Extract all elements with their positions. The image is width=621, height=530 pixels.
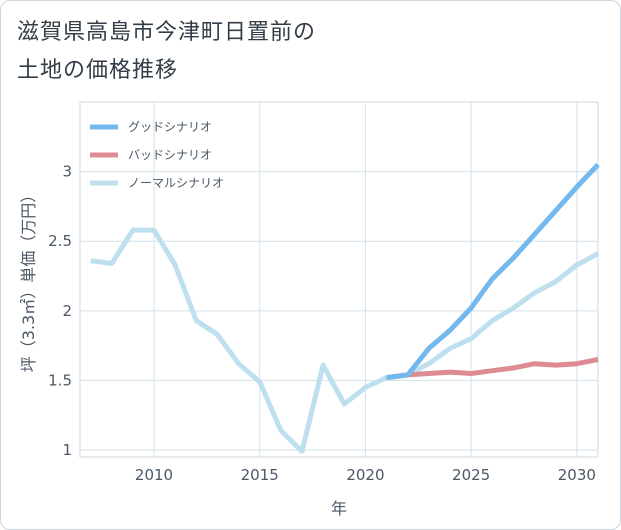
chart-title-line1: 滋賀県高島市今津町日置前の <box>17 20 317 45</box>
x-tick-label: 2010 <box>135 466 173 484</box>
series-line-2 <box>386 357 599 381</box>
series-line-3 <box>90 227 600 454</box>
x-tick-label: 2030 <box>558 466 596 484</box>
y-tick-label: 2.5 <box>48 232 72 250</box>
x-tick-label: 2015 <box>241 466 279 484</box>
legend-label-2: バッドシナリオ <box>128 148 212 162</box>
chart-title-line2: 土地の価格推移 <box>17 58 179 83</box>
series-line-1 <box>386 162 600 381</box>
legend-label-1: グッドシナリオ <box>128 120 212 134</box>
y-tick-label: 2 <box>62 302 72 320</box>
y-tick-label: 1 <box>62 441 72 459</box>
x-tick-label: 2025 <box>452 466 490 484</box>
y-tick-label: 3 <box>62 163 72 181</box>
x-tick-label: 2020 <box>346 466 384 484</box>
x-axis-label: 年 <box>331 499 347 518</box>
y-axis-label: 坪（3.3㎡）単価（万円） <box>19 187 38 372</box>
y-tick-label: 1.5 <box>48 371 72 389</box>
legend-label-3: ノーマルシナリオ <box>128 176 224 190</box>
